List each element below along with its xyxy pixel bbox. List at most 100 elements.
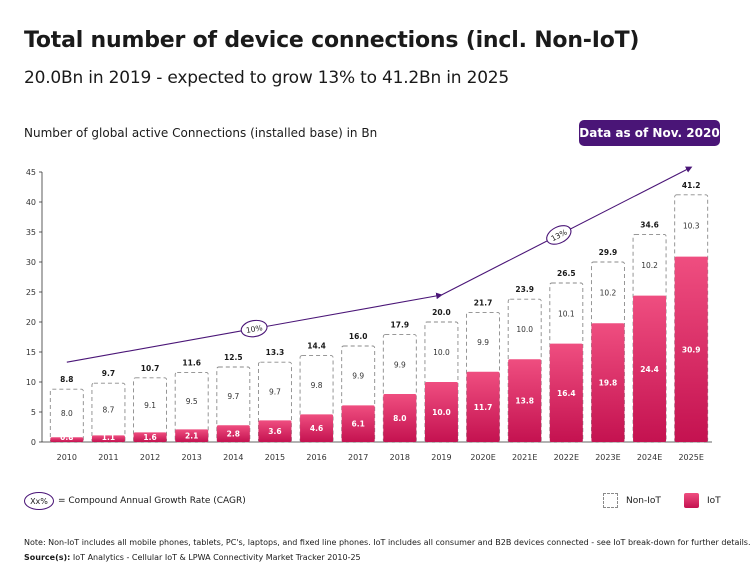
x-tick-label: 2011 — [98, 453, 118, 462]
non-iot-value-label: 9.7 — [269, 387, 281, 396]
legend-non-iot: Non-IoT — [603, 493, 661, 508]
iot-value-label: 1.1 — [102, 433, 115, 442]
iot-bar — [633, 295, 667, 442]
legend-non-iot-label: Non-IoT — [626, 495, 661, 506]
legend-non-iot-swatch — [603, 493, 618, 508]
iot-value-label: 0.8 — [60, 433, 73, 442]
iot-value-label: 24.4 — [640, 365, 659, 374]
iot-value-label: 2.1 — [185, 432, 198, 441]
non-iot-value-label: 8.0 — [61, 409, 73, 418]
cagr-badge-oval — [546, 225, 572, 245]
source-label: Source(s): — [24, 553, 71, 562]
iot-value-label: 13.8 — [515, 397, 534, 406]
iot-bar — [216, 425, 250, 442]
chart-axis-caption: Number of global active Connections (ins… — [24, 126, 378, 140]
non-iot-value-label: 9.9 — [352, 372, 364, 381]
total-value-label: 26.5 — [557, 269, 576, 278]
chart-title: Total number of device connections (incl… — [24, 28, 640, 53]
x-tick-label: 2025E — [678, 453, 703, 462]
y-tick-label: 30 — [26, 258, 36, 267]
total-value-label: 10.7 — [141, 364, 160, 373]
x-tick-label: 2019 — [431, 453, 451, 462]
iot-value-label: 11.7 — [474, 403, 493, 412]
non-iot-value-label: 9.1 — [144, 401, 156, 410]
non-iot-bar — [133, 377, 168, 443]
total-value-label: 20.0 — [432, 308, 451, 317]
total-value-label: 9.7 — [102, 369, 115, 378]
iot-value-label: 16.4 — [557, 389, 576, 398]
non-iot-value-label: 10.3 — [683, 222, 700, 231]
data-date-badge: Data as of Nov. 2020 — [579, 120, 720, 146]
non-iot-value-label: 9.7 — [227, 392, 239, 401]
y-tick-label: 45 — [26, 168, 36, 177]
bar-chart: 0 5 10 15 20 25 30 35 40 45 0.8 8.0 8.8 2010 1.1 8.7 9.… — [26, 166, 712, 462]
total-value-label: 17.9 — [391, 321, 410, 330]
x-tick-label: 2017 — [348, 453, 368, 462]
non-iot-bar — [49, 388, 84, 443]
iot-value-label: 1.6 — [143, 433, 156, 442]
iot-bar — [91, 435, 125, 442]
x-tick-label: 2014 — [223, 453, 243, 462]
x-tick-label: 2021E — [512, 453, 537, 462]
x-tick-label: 2018 — [390, 453, 410, 462]
iot-bar — [508, 359, 542, 442]
iot-bar — [300, 414, 334, 442]
y-tick-label: 20 — [26, 318, 36, 327]
iot-value-label: 30.9 — [682, 345, 701, 354]
iot-bar — [383, 394, 417, 442]
cagr-badge: 13% — [546, 225, 572, 245]
legend-iot-label: IoT — [707, 495, 721, 506]
y-tick-label: 10 — [26, 378, 36, 387]
iot-value-label: 6.1 — [352, 420, 365, 429]
non-iot-value-label: 8.7 — [102, 405, 114, 414]
x-tick-label: 2022E — [554, 453, 579, 462]
iot-value-label: 19.8 — [599, 379, 618, 388]
iot-bar — [549, 343, 583, 442]
non-iot-value-label: 10.2 — [641, 261, 658, 270]
cagr-symbol: Xx% — [24, 492, 54, 510]
total-value-label: 23.9 — [515, 285, 534, 294]
y-tick-label: 5 — [31, 408, 36, 417]
total-value-label: 21.7 — [474, 298, 493, 307]
iot-bar — [466, 371, 500, 442]
footnote: Note: Non-IoT includes all mobile phones… — [24, 538, 750, 547]
cagr-legend: Xx% = Compound Annual Growth Rate (CAGR) — [24, 492, 246, 510]
y-tick-label: 35 — [26, 228, 36, 237]
x-tick-label: 2020E — [470, 453, 495, 462]
total-value-label: 41.2 — [682, 181, 701, 190]
x-tick-label: 2016 — [306, 453, 326, 462]
x-tick-label: 2013 — [182, 453, 202, 462]
iot-value-label: 4.6 — [310, 424, 323, 433]
y-tick-label: 15 — [26, 348, 36, 357]
non-iot-value-label: 9.9 — [394, 360, 406, 369]
legend-iot-swatch — [684, 493, 699, 508]
total-value-label: 8.8 — [60, 375, 73, 384]
iot-bar — [258, 420, 292, 442]
iot-value-label: 2.8 — [227, 430, 240, 439]
non-iot-value-label: 10.0 — [433, 348, 450, 357]
y-tick-label: 0 — [31, 438, 36, 447]
non-iot-value-label: 10.1 — [558, 309, 575, 318]
iot-value-label: 3.6 — [268, 427, 281, 436]
x-tick-label: 2010 — [57, 453, 77, 462]
iot-bar — [424, 382, 458, 442]
cagr-badge-oval — [240, 319, 268, 338]
non-iot-bar — [91, 382, 126, 443]
x-tick-label: 2012 — [140, 453, 160, 462]
non-iot-value-label: 9.9 — [477, 338, 489, 347]
x-tick-label: 2024E — [637, 453, 662, 462]
iot-bar — [341, 405, 375, 442]
total-value-label: 29.9 — [599, 248, 618, 257]
source-text: IoT Analytics - Cellular IoT & LPWA Conn… — [70, 553, 361, 562]
iot-bar — [50, 437, 84, 442]
chart-subtitle: 20.0Bn in 2019 - expected to grow 13% to… — [24, 68, 510, 88]
total-value-label: 12.5 — [224, 353, 243, 362]
cagr-badge: 10% — [240, 319, 268, 338]
total-value-label: 14.4 — [307, 342, 326, 351]
non-iot-value-label: 9.5 — [186, 397, 198, 406]
iot-bar — [133, 432, 167, 442]
non-iot-value-label: 10.0 — [516, 325, 533, 334]
y-tick-label: 40 — [26, 198, 36, 207]
cagr-legend-text: = Compound Annual Growth Rate (CAGR) — [58, 496, 246, 506]
non-iot-value-label: 9.8 — [311, 381, 323, 390]
